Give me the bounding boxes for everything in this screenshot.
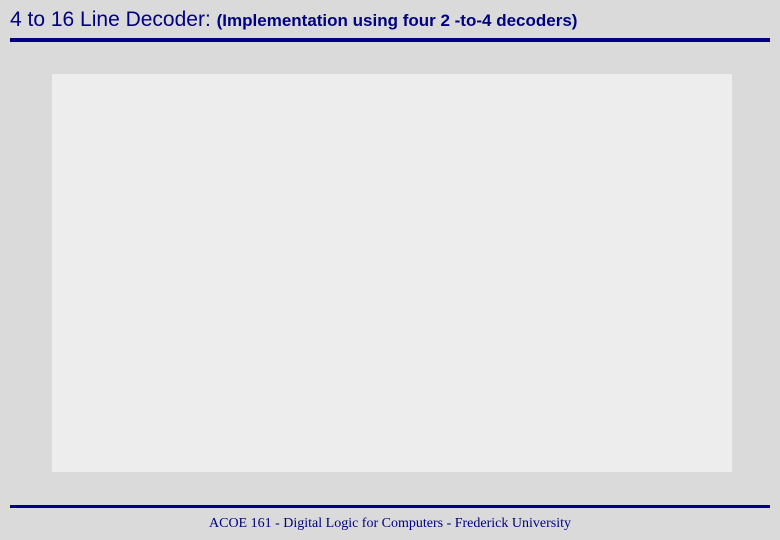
footer-text: ACOE 161 - Digital Logic for Computers -… (0, 516, 780, 532)
footer-line (10, 505, 770, 508)
title-bar: 4 to 16 Line Decoder: (Implementation us… (0, 0, 780, 36)
slide-title-main: 4 to 16 Line Decoder: (10, 8, 217, 31)
slide-title-sub: (Implementation using four 2 -to-4 decod… (217, 11, 578, 30)
title-underline (10, 38, 770, 42)
content-area (52, 74, 732, 472)
